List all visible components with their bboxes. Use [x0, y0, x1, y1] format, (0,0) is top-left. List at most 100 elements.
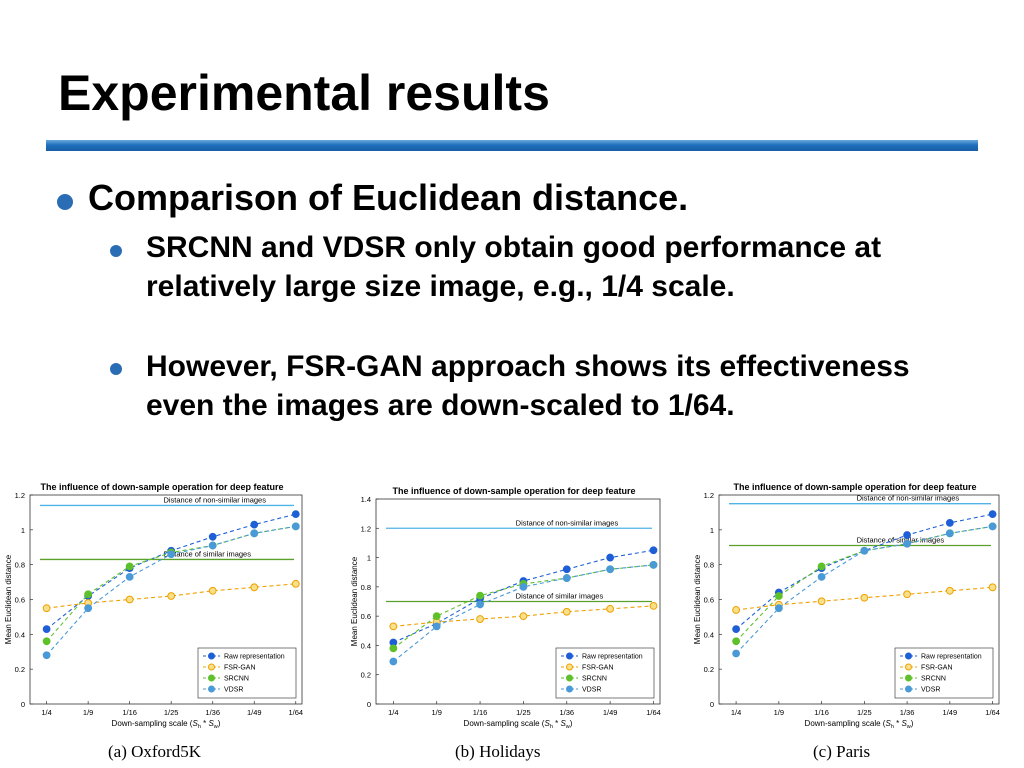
x-tick-label: 1/25 — [516, 708, 531, 717]
reference-line-label: Distance of similar images — [163, 549, 251, 558]
data-point — [167, 550, 176, 559]
data-point — [389, 644, 398, 653]
y-axis-label: Mean Euclidean distance — [693, 554, 702, 644]
data-point — [42, 604, 51, 613]
data-point — [389, 657, 398, 666]
x-tick-label: 1/49 — [943, 708, 958, 717]
data-point — [125, 595, 134, 604]
data-point — [606, 604, 615, 613]
legend-label: SRCNN — [224, 676, 249, 683]
data-point — [125, 572, 134, 581]
legend-label: Raw representation — [921, 654, 982, 661]
y-tick-label: 0.2 — [704, 665, 714, 674]
y-tick-label: 0.8 — [361, 583, 371, 592]
data-point — [167, 592, 176, 600]
chart-title: The influence of down-sample operation f… — [733, 482, 976, 492]
data-point — [649, 601, 658, 610]
data-point — [903, 539, 911, 548]
x-tick-label: 1/49 — [247, 708, 262, 717]
data-point — [988, 510, 997, 519]
data-point — [606, 565, 615, 574]
y-tick-label: 0.6 — [15, 596, 25, 605]
legend-marker — [208, 663, 215, 671]
x-tick-label: 1/36 — [205, 708, 220, 717]
legend-label: Raw representation — [582, 654, 643, 661]
x-tick-label: 1/4 — [388, 708, 398, 717]
x-tick-label: 1/64 — [288, 708, 303, 717]
legend-label: VDSR — [582, 687, 601, 694]
chart-paris: The influence of down-sample operation f… — [693, 482, 1000, 730]
data-point — [250, 520, 259, 529]
legend-marker — [208, 652, 215, 660]
data-point — [732, 637, 740, 646]
data-point — [476, 615, 484, 623]
y-tick-label: 1 — [367, 554, 371, 563]
y-tick-label: 0 — [710, 700, 714, 709]
legend-marker — [566, 663, 573, 671]
data-point — [250, 583, 259, 592]
data-point — [649, 560, 658, 569]
x-tick-label: 1/9 — [431, 708, 441, 717]
legend-marker — [566, 674, 573, 682]
y-tick-label: 0.4 — [15, 630, 25, 639]
y-tick-label: 0.4 — [704, 630, 714, 639]
data-point — [774, 604, 783, 613]
x-tick-label: 1/49 — [603, 708, 618, 717]
x-tick-label: 1/4 — [41, 708, 51, 717]
data-point — [208, 532, 217, 541]
bullet-dot-icon — [110, 245, 122, 257]
caption-paris: (c) Paris — [813, 742, 871, 761]
legend-label: FSR-GAN — [224, 665, 256, 672]
data-point — [291, 510, 300, 519]
data-point — [860, 593, 869, 602]
caption-oxford5k: (a) Oxford5K — [108, 742, 201, 761]
reference-line-label: Distance of similar images — [516, 592, 604, 601]
y-tick-label: 1 — [21, 526, 25, 535]
data-point — [432, 622, 441, 631]
series-line — [46, 525, 296, 642]
legend-label: SRCNN — [582, 676, 607, 683]
data-point — [988, 583, 997, 592]
data-point — [208, 586, 217, 595]
data-point — [42, 625, 51, 634]
x-tick-label: 1/64 — [646, 708, 661, 717]
chart-title: The influence of down-sample operation f… — [392, 486, 635, 496]
legend-marker — [566, 685, 573, 693]
x-tick-label: 1/16 — [473, 708, 488, 717]
data-point — [519, 582, 528, 591]
x-tick-label: 1/25 — [857, 708, 872, 717]
legend-label: VDSR — [224, 687, 243, 694]
x-tick-label: 1/4 — [731, 708, 741, 717]
y-tick-label: 0.6 — [361, 612, 371, 621]
data-point — [42, 651, 51, 660]
data-point — [84, 604, 93, 613]
data-point — [732, 649, 740, 658]
data-point — [606, 553, 615, 562]
chart-title: The influence of down-sample operation f… — [40, 482, 283, 492]
data-point — [125, 562, 134, 571]
data-point — [732, 606, 740, 614]
chart-oxford5k: The influence of down-sample operation f… — [4, 482, 303, 730]
y-tick-label: 0.4 — [361, 641, 371, 650]
y-tick-label: 0.2 — [15, 665, 25, 674]
bullet-main: Comparison of Euclidean distance. — [88, 177, 689, 218]
data-point — [389, 622, 398, 631]
y-tick-label: 0.6 — [704, 596, 714, 605]
legend-marker — [566, 652, 573, 660]
data-point — [476, 600, 484, 609]
y-axis-label: Mean Euclidean distance — [4, 554, 13, 644]
caption-holidays: (b) Holidays — [455, 742, 541, 761]
y-tick-label: 0 — [367, 700, 371, 709]
series-line — [46, 525, 296, 656]
reference-line-label: Distance of non-similar images — [163, 495, 266, 504]
data-point — [988, 522, 997, 531]
title-divider — [46, 140, 978, 151]
data-point — [945, 529, 954, 538]
data-point — [562, 565, 571, 574]
chart-holidays: The influence of down-sample operation f… — [350, 486, 661, 730]
legend-marker — [905, 685, 912, 693]
data-point — [732, 625, 740, 634]
y-axis-label: Mean Euclidean distance — [350, 556, 359, 646]
y-tick-label: 1.2 — [704, 491, 714, 500]
x-axis-label: Down-sampling scale (Sh * Sw) — [805, 719, 914, 730]
